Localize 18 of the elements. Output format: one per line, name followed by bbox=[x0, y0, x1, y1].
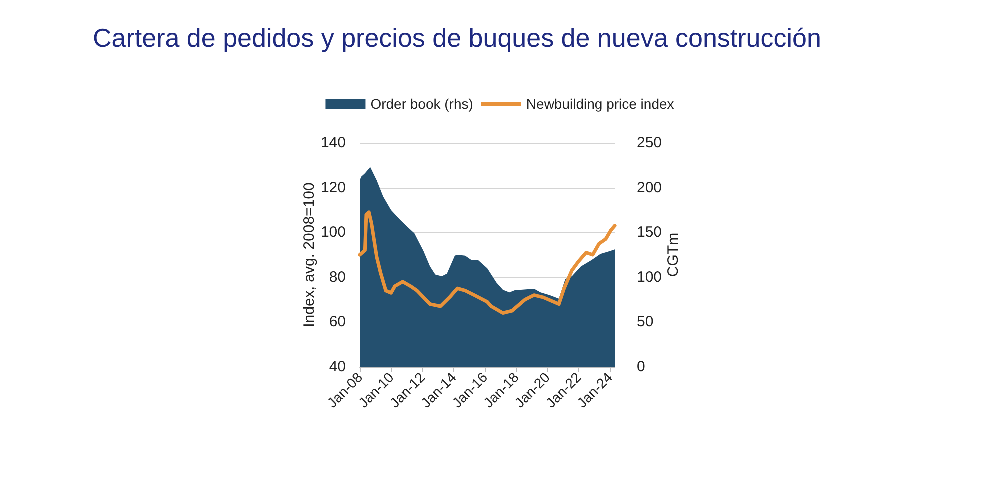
y-tick-label: 80 bbox=[329, 268, 346, 286]
y-tick-label: 100 bbox=[320, 224, 346, 242]
y-axis-title: Index, avg. 2008=100 bbox=[301, 182, 318, 328]
legend-label: Newbuilding price index bbox=[526, 96, 674, 112]
y2-tick-label: 0 bbox=[637, 358, 646, 376]
y2-tick-label: 150 bbox=[637, 224, 662, 242]
y2-tick-label: 200 bbox=[637, 179, 662, 196]
y2-tick-label: 50 bbox=[637, 314, 654, 331]
y2-tick-label: 250 bbox=[637, 134, 662, 152]
y-tick-label: 120 bbox=[320, 179, 346, 196]
y2-axis-title: CGTm bbox=[664, 232, 682, 278]
line-series bbox=[358, 210, 617, 315]
legend-label: Order book (rhs) bbox=[370, 96, 474, 112]
y-tick-label: 140 bbox=[320, 134, 346, 152]
y2-tick-label: 100 bbox=[637, 268, 662, 286]
y-tick-label: 60 bbox=[329, 314, 346, 331]
y-tick-label: 40 bbox=[329, 358, 346, 376]
chart-title: Cartera de pedidos y precios de buques de nueva construcción bbox=[93, 23, 822, 53]
